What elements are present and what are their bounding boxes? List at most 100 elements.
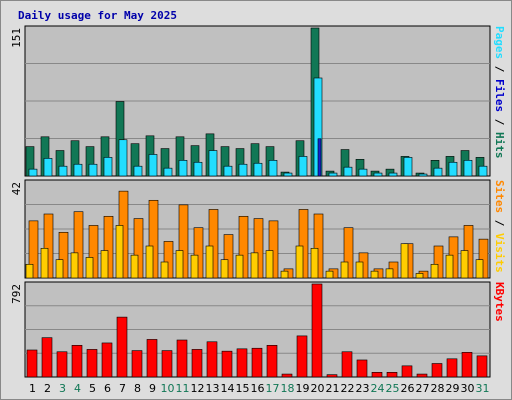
bar-sites [430, 263, 439, 279]
legend-entry: KBytes [493, 282, 506, 322]
bar-files [178, 160, 188, 177]
bar-kbytes [56, 351, 68, 378]
bar-sites [100, 250, 109, 279]
x-tick-label: 10 [161, 382, 175, 395]
x-tick-label: 1 [29, 382, 36, 395]
bar-files [388, 172, 398, 177]
x-tick-label: 22 [341, 382, 355, 395]
x-tick-label: 18 [281, 382, 295, 395]
legend-entry: / [493, 112, 506, 132]
bar-visits [73, 211, 84, 279]
bar-files [28, 168, 38, 177]
bar-sites [85, 257, 94, 279]
bar-sites [295, 245, 304, 279]
bar-kbytes [371, 371, 383, 378]
bar-pages [317, 138, 322, 177]
bar-sites [445, 254, 454, 279]
x-tick-label: 13 [206, 382, 220, 395]
bar-sites [325, 270, 334, 279]
bar-sites [415, 273, 424, 279]
bar-visits [433, 245, 444, 279]
bar-kbytes [341, 351, 353, 378]
x-tick-label: 23 [356, 382, 370, 395]
bar-sites [370, 270, 379, 279]
bar-sites [190, 254, 199, 279]
bar-sites [160, 261, 169, 279]
bar-sites [280, 270, 289, 279]
x-axis-labels: 1 2 3 4 5 6 7 8 9 10 11 12 13 14 15 16 17 18 19 20 21 22 23 24 2… [29, 382, 490, 395]
bar-files [298, 156, 308, 177]
bar-files [58, 165, 68, 177]
bar-visits [133, 218, 144, 279]
legend-hits: Pages / Files / Hits [493, 26, 506, 159]
bar-files [148, 154, 158, 177]
bar-kbytes [281, 373, 293, 378]
x-tick-label: 15 [236, 382, 250, 395]
bar-files [403, 157, 413, 177]
bar-kbytes [461, 352, 473, 378]
bar-sites [385, 268, 394, 279]
bar-sites [70, 252, 79, 279]
x-tick-label: 21 [326, 382, 340, 395]
bar-sites [25, 263, 34, 279]
x-tick-label: 27 [416, 382, 430, 395]
chart-panels: 151 Pages / Files / Hits 42 Sites / Visits 7… [10, 25, 506, 378]
x-tick-label: 6 [104, 382, 111, 395]
bar-sites [400, 243, 409, 279]
bar-sites [220, 259, 229, 279]
bar-sites [265, 250, 274, 279]
bar-sites [235, 254, 244, 279]
bar-kbytes [266, 344, 278, 378]
bar-files [478, 165, 488, 177]
bar-visits [103, 215, 114, 279]
x-tick-label: 30 [461, 382, 475, 395]
bar-kbytes [206, 341, 218, 378]
bar-visits [343, 227, 354, 279]
legend-entry: Files [493, 79, 506, 112]
y-max-label: 42 [10, 182, 23, 195]
x-tick-label: 28 [431, 382, 445, 395]
bar-visits [223, 234, 234, 279]
x-tick-label: 20 [311, 382, 325, 395]
x-tick-label: 11 [176, 382, 190, 395]
legend-entry: Hits [493, 132, 506, 159]
bar-kbytes [71, 344, 83, 378]
bar-files [253, 162, 263, 177]
bar-visits [28, 220, 39, 279]
bar-kbytes [386, 371, 398, 378]
bar-kbytes [296, 335, 308, 378]
x-tick-label: 9 [149, 382, 156, 395]
x-tick-label: 19 [296, 382, 310, 395]
bar-sites [130, 254, 139, 279]
panel-visits: 42 Sites / Visits [10, 179, 506, 279]
x-tick-label: 4 [74, 382, 81, 395]
bar-visits [268, 220, 279, 279]
bar-files [463, 160, 473, 177]
x-tick-label: 25 [386, 382, 400, 395]
bar-files [133, 165, 143, 177]
bar-files [328, 172, 338, 177]
bar-kbytes [326, 374, 338, 378]
bar-files [43, 158, 53, 177]
bar-kbytes [446, 358, 458, 378]
bar-kbytes [191, 349, 203, 378]
bar-kbytes [26, 349, 38, 378]
bar-visits [88, 225, 99, 279]
bar-visits [313, 213, 324, 279]
bar-visits [238, 215, 249, 279]
legend-visits: Sites / Visits [493, 180, 506, 273]
x-tick-label: 3 [59, 382, 66, 395]
bar-visits [148, 199, 159, 279]
bar-sites [175, 250, 184, 279]
legend-entry: / [493, 59, 506, 79]
bar-kbytes [401, 365, 413, 378]
bar-visits [193, 227, 204, 279]
x-tick-label: 14 [221, 382, 235, 395]
bar-visits [43, 213, 54, 279]
bar-sites [145, 245, 154, 279]
legend-entry: Sites [493, 180, 506, 213]
bar-sites [205, 245, 214, 279]
bar-kbytes [86, 349, 98, 378]
y-max-label: 792 [10, 284, 23, 304]
